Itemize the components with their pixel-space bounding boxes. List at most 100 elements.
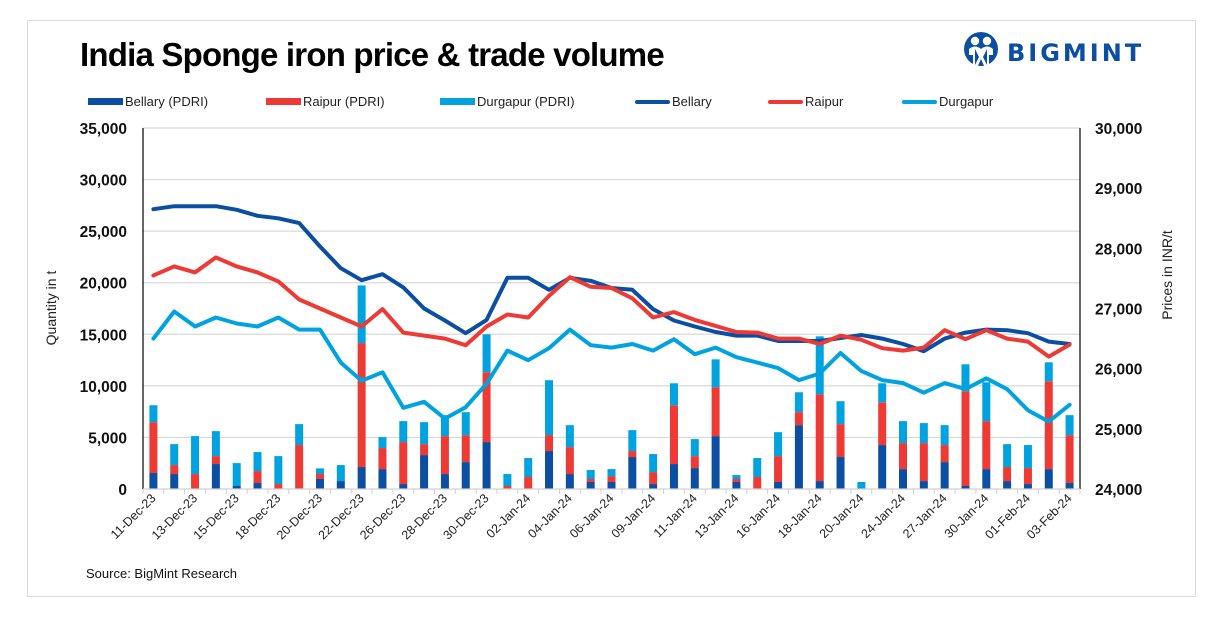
bar-bellary-pdri [1065, 483, 1074, 489]
bar-bellary-pdri [836, 457, 845, 489]
bar-bellary-pdri [253, 483, 262, 489]
bigmint-logo: BIGMINT [963, 31, 1144, 73]
bar-durgapur-pdri [336, 465, 345, 482]
bar-raipur-pdri [982, 421, 991, 470]
bar-raipur-pdri [1065, 435, 1074, 484]
left-tick-label: 35,000 [80, 121, 127, 138]
bar-bellary-pdri [815, 481, 824, 489]
bar-raipur-pdri [1044, 381, 1053, 470]
bar-raipur-pdri [940, 445, 949, 463]
legend-line [635, 99, 670, 104]
x-tick-label: 02-Jan-24 [484, 491, 534, 541]
bar-bellary-pdri [149, 473, 158, 489]
bar-durgapur-pdri [878, 383, 887, 403]
bar-raipur-pdri [794, 412, 803, 426]
chart-title: India Sponge iron price & trade volume [80, 36, 665, 73]
bar-durgapur-pdri [378, 437, 387, 449]
bar-bellary-pdri [315, 478, 324, 489]
bar-durgapur-pdri [1023, 445, 1032, 469]
bar-durgapur-pdri [545, 380, 554, 436]
x-tick-label: 27-Jan-24 [900, 491, 950, 541]
bar-bellary-pdri [357, 467, 366, 489]
x-tick-label: 03-Feb-24 [1024, 491, 1075, 542]
bar-raipur-pdri [378, 448, 387, 470]
legend-item-bellary-pdri: Bellary (PDRI) [88, 94, 208, 109]
bar-bellary-pdri [961, 486, 970, 489]
bar-durgapur-pdri [711, 359, 720, 388]
legend-item-durgapur-pdri: Durgapur (PDRI) [440, 94, 575, 109]
bar-durgapur-pdri [961, 364, 970, 392]
bar-bellary-pdri [378, 469, 387, 489]
bar-raipur-pdri [607, 476, 616, 482]
bar-durgapur-pdri [420, 422, 429, 445]
bar-durgapur-pdri [565, 425, 574, 448]
left-tick-label: 0 [118, 482, 127, 499]
bar-durgapur-pdri [774, 432, 783, 457]
legend-item-raipur-line: Raipur [768, 94, 843, 109]
legend-label: Raipur [805, 94, 844, 109]
bar-raipur-pdri [690, 456, 699, 469]
left-tick-label: 10,000 [80, 379, 127, 396]
legend-label: Durgapur (PDRI) [477, 94, 575, 109]
bar-durgapur-pdri [274, 456, 283, 485]
bar-durgapur-pdri [253, 452, 262, 472]
bar-bellary-pdri [1003, 481, 1012, 489]
right-tick-label: 24,000 [1095, 482, 1142, 499]
bar-bellary-pdri [545, 451, 554, 489]
legend-label: Bellary [672, 94, 712, 109]
bar-durgapur-pdri [669, 383, 678, 406]
bar-raipur-pdri [1003, 467, 1012, 482]
bar-bellary-pdri [774, 481, 783, 489]
left-tick-label: 15,000 [80, 327, 127, 344]
bar-durgapur-pdri [232, 463, 241, 487]
bar-raipur-pdri [211, 456, 220, 465]
bar-bellary-pdri [482, 442, 491, 489]
stacked-bars [149, 285, 1074, 489]
bar-raipur-pdri [315, 474, 324, 479]
bar-durgapur-pdri [607, 469, 616, 477]
bar-bellary-pdri [878, 445, 887, 489]
left-tick-label: 5,000 [88, 430, 127, 447]
legend-swatch [266, 98, 301, 105]
right-tick-label: 25,000 [1095, 422, 1142, 439]
x-tick-label: 24-Jan-24 [858, 491, 908, 541]
left-tick-label: 30,000 [80, 173, 127, 190]
line-raipur [151, 255, 1072, 359]
left-axis-title: Quantity in t [43, 271, 59, 346]
bar-durgapur-pdri [940, 425, 949, 446]
bar-bellary-pdri [628, 457, 637, 489]
right-axis-ticks: 24,000 25,000 26,000 27,000 28,000 29,000 30,0… [1095, 121, 1142, 499]
bar-durgapur-pdri [815, 336, 824, 395]
bar-bellary-pdri [919, 481, 928, 489]
bar-bellary-pdri [399, 484, 408, 489]
bar-durgapur-pdri [482, 334, 491, 373]
bar-durgapur-pdri [753, 458, 762, 478]
bar-durgapur-pdri [503, 474, 512, 487]
bar-bellary-pdri [170, 474, 179, 489]
bar-durgapur-pdri [170, 444, 179, 466]
bar-raipur-pdri [503, 486, 512, 489]
x-tick-label: 09-Jan-24 [609, 491, 659, 541]
bar-bellary-pdri [420, 455, 429, 489]
bar-durgapur-pdri [586, 470, 595, 479]
bar-raipur-pdri [191, 474, 200, 489]
source-note: Source: BigMint Research [86, 566, 238, 581]
x-tick-label: 06-Jan-24 [567, 491, 617, 541]
axes [142, 128, 1081, 494]
bar-bellary-pdri [690, 468, 699, 489]
bar-raipur-pdri [440, 436, 449, 475]
x-axis-ticks: 11-Dec-2313-Dec-2315-Dec-2318-Dec-2320-D… [108, 491, 1075, 542]
bar-bellary-pdri [940, 462, 949, 489]
right-tick-label: 28,000 [1095, 241, 1142, 258]
bar-raipur-pdri [149, 422, 158, 474]
bar-durgapur-pdri [211, 431, 220, 457]
bar-durgapur-pdri [919, 423, 928, 444]
bar-bellary-pdri [211, 464, 220, 489]
legend-item-bellary-line: Bellary [635, 94, 712, 109]
legend-line [902, 99, 937, 104]
bar-durgapur-pdri [461, 412, 470, 436]
left-tick-label: 25,000 [80, 224, 127, 241]
bar-raipur-pdri [420, 444, 429, 456]
chart-frame [27, 20, 1196, 597]
bar-raipur-pdri [482, 372, 491, 443]
